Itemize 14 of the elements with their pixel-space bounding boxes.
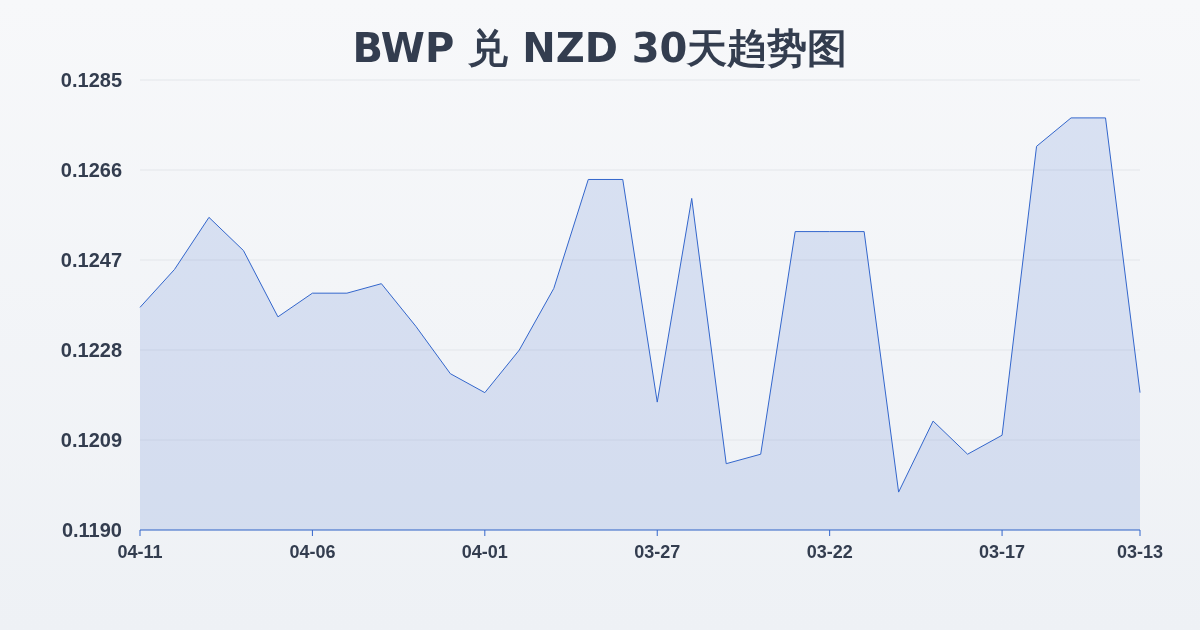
- y-tick-label: 0.1190: [61, 519, 122, 541]
- x-tick-label: 03-22: [806, 542, 853, 562]
- y-tick-label: 0.1285: [60, 69, 122, 91]
- x-tick-label: 04-11: [117, 542, 163, 562]
- x-tick-label: 03-17: [979, 542, 1026, 562]
- x-tick-label: 03-27: [634, 542, 681, 562]
- x-tick-label: 03-13: [1116, 542, 1164, 562]
- y-tick-label: 0.1228: [60, 339, 122, 361]
- y-tick-label: 0.1247: [60, 249, 122, 271]
- y-tick-label: 0.1266: [60, 159, 122, 181]
- x-tick-label: 04-06: [289, 542, 336, 562]
- x-tick-label: 04-01: [461, 542, 508, 562]
- y-tick-label: 0.1209: [60, 429, 122, 451]
- chart-title: BWP 兑 NZD 30天趋势图: [352, 25, 848, 71]
